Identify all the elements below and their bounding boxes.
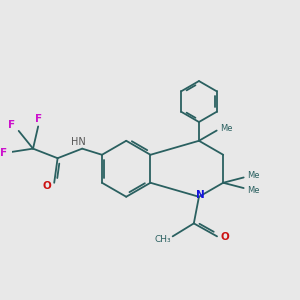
- Text: Me: Me: [247, 171, 260, 180]
- Text: CH₃: CH₃: [155, 235, 171, 244]
- Text: F: F: [0, 148, 7, 158]
- Text: O: O: [220, 232, 229, 242]
- Text: F: F: [8, 120, 15, 130]
- Text: N: N: [196, 190, 205, 200]
- Text: O: O: [42, 181, 51, 191]
- Text: HN: HN: [71, 137, 86, 148]
- Text: Me: Me: [220, 124, 233, 133]
- Text: F: F: [35, 114, 42, 124]
- Text: Me: Me: [247, 186, 260, 195]
